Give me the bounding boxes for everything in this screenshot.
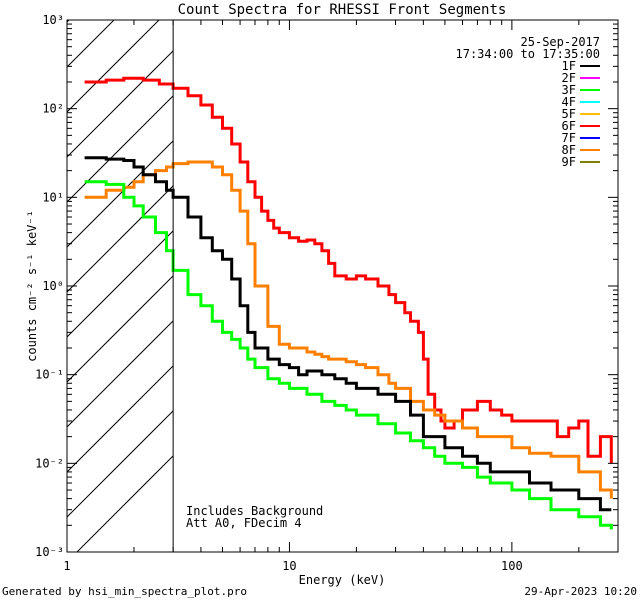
legend-label: 2F [562,71,576,85]
series-layer [84,76,613,530]
x-axis-label: Energy (keV) [299,573,386,587]
hatched-region [67,20,174,552]
x-tick-label: 100 [501,559,523,573]
series-1F [84,156,612,512]
legend-label: 6F [562,119,576,133]
legend-label: 1F [562,59,576,73]
footer-timestamp: 29-Apr-2023 10:20 [524,585,637,598]
info-block: 25-Sep-2017 17:34:00 to 17:35:00 [456,35,601,61]
y-tick-label: 10² [42,102,64,116]
hatch-line [67,410,174,518]
y-axis-label: counts cm⁻² s⁻¹ keV⁻¹ [25,210,39,362]
hatch-line [67,20,70,23]
y-tick-label: 10³ [42,13,64,27]
hatch-line [67,185,174,293]
y-axis-ticks: 10⁻³ 10⁻² 10⁻¹ 10⁰ 10¹ 10² 10³ [35,13,618,559]
hatch-line [67,50,174,158]
x-tick-label: 10 [282,559,296,573]
time-range-label: 17:34:00 to 17:35:00 [456,47,601,61]
footer-generated-by: Generated by hsi_min_spectra_plot.pro [2,585,247,598]
y-tick-label: 10⁻³ [35,545,64,559]
hatch-line [67,140,174,248]
hatch-line [67,20,115,68]
legend-label: 5F [562,107,576,121]
hatch-line [67,365,174,473]
series-6F [84,76,613,464]
hatch-line [67,275,174,383]
annotation-attenuator: Att A0, FDecim 4 [186,516,302,530]
series-3F [84,180,613,530]
legend-label: 4F [562,95,576,109]
y-tick-label: 10⁰ [42,279,64,293]
hatch-line [67,230,174,338]
legend-label: 7F [562,131,576,145]
y-tick-label: 10⁻² [35,456,64,470]
legend-label: 9F [562,155,576,169]
hatch-line [67,95,174,203]
hatch-line [76,455,174,552]
x-axis-ticks: 1 10 100 [63,20,619,573]
date-label: 25-Sep-2017 [521,35,600,49]
annotation-background: Includes Background [186,504,323,518]
legend-label: 3F [562,83,576,97]
hatch-line [67,20,160,113]
plot-frame [66,19,619,553]
hatch-line [67,320,174,428]
y-tick-label: 10⁻¹ [35,368,64,382]
legend-label: 8F [562,143,576,157]
chart-title: Count Spectra for RHESSI Front Segments [178,2,507,18]
y-tick-label: 10¹ [42,190,64,204]
x-tick-label: 1 [63,559,70,573]
